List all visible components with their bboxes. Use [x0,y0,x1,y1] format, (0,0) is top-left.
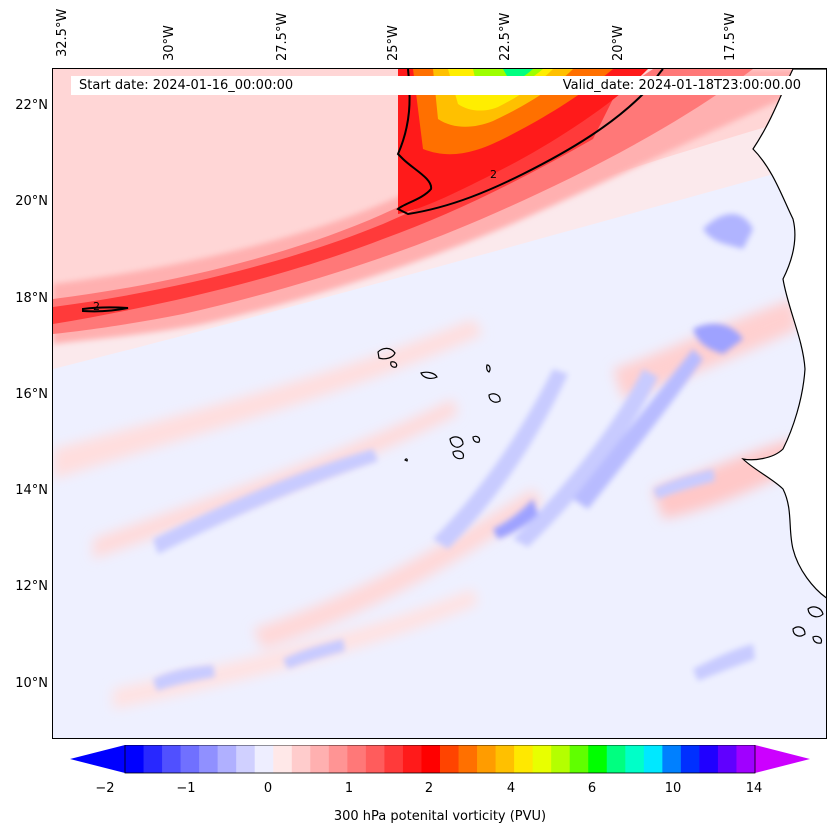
colorbar-cell [736,745,756,773]
lon-label: 27.5°W [275,12,290,61]
colorbar [70,745,810,774]
colorbar-tick: 1 [344,781,354,796]
pv-2-contour-north [396,69,664,216]
colorbar-tick: −2 [95,781,115,796]
colorbar-cell [347,745,367,773]
colorbar-cell [532,745,552,773]
pink-streaks [53,299,798,709]
lat-label: 14°N [15,483,48,498]
colorbar-tick: 4 [506,781,516,796]
colorbar-cell [421,745,441,773]
colorbar-extend-min [70,745,125,773]
colorbar-cell [717,745,737,773]
colorbar-cell [569,745,589,773]
lat-label: 22°N [15,98,48,113]
colorbar-cell [143,745,163,773]
lat-label: 16°N [15,387,48,402]
colorbar-cell [606,745,626,773]
colorbar-tick: 2 [424,781,434,796]
blue-streaks [153,214,755,691]
colorbar-cell [680,745,700,773]
colorbar-cell [495,745,515,773]
colorbar-cell [365,745,385,773]
lon-label: 25°W [386,25,401,61]
colorbar-cell [162,745,182,773]
colorbar-cell [384,745,404,773]
negative-pv-region [53,159,826,738]
colorbar-cell [699,745,719,773]
lon-label: 32.5°W [55,8,70,57]
colorbar-cell [625,745,645,773]
lat-label: 12°N [15,579,48,594]
colorbar-cell [291,745,311,773]
valid-date-label: Valid_date: 2024-01-18T23:00:00.00 [562,78,801,93]
contour-label: 2 [490,168,497,181]
lon-label: 22.5°W [498,12,513,61]
colorbar-tick: 10 [664,781,682,796]
colorbar-tick: 6 [587,781,597,796]
colorbar-cell [328,745,348,773]
colorbar-cell [643,745,663,773]
colorbar-cell [125,745,145,773]
colorbar-cell [254,745,274,773]
lon-label: 17.5°W [723,12,738,61]
start-date-label: Start date: 2024-01-16_00:00:00 [79,78,294,93]
lat-label: 20°N [15,194,48,209]
colorbar-outline [124,745,756,774]
colorbar-cell [440,745,460,773]
colorbar-cell [199,745,219,773]
colorbar-cell [310,745,330,773]
colorbar-cell [477,745,497,773]
africa-coastline [741,69,826,599]
colorbar-cell [236,745,256,773]
colorbar-cell [458,745,478,773]
colorbar-cell [662,745,682,773]
lat-label: 10°N [15,676,48,691]
lon-label: 30°W [162,25,177,61]
info-band [71,76,808,95]
pv-contour-map: 2 2 [53,69,826,738]
colorbar-extend-max [755,745,810,773]
colorbar-cell [514,745,534,773]
lon-label: 20°W [611,25,626,61]
colorbar-cell [273,745,293,773]
colorbar-tick: 0 [263,781,273,796]
colorbar-tick: −1 [176,781,196,796]
bijagos-islands [792,606,824,644]
lat-label: 18°N [15,291,48,306]
colorbar-label: 300 hPa potenital vorticity (PVU) [333,809,547,824]
colorbar-cell [217,745,237,773]
map-panel: 2 2 [52,68,827,739]
colorbar-cell [588,745,608,773]
pv-2-contour-west [82,306,129,313]
colorbar-cell [551,745,571,773]
cape-verde-islands [377,347,501,462]
colorbar-tick: 14 [745,781,763,796]
colorbar-cell [180,745,200,773]
colorbar-cell [402,745,422,773]
contour-label: 2 [93,300,100,313]
